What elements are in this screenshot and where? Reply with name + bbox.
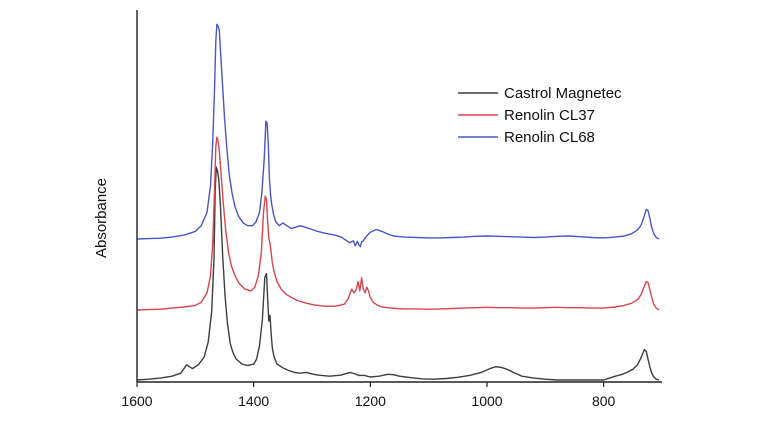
x-ticks: 1600 1400 1200 1000 800 (121, 382, 616, 409)
x-tick-label: 1400 (238, 393, 269, 409)
x-tick-label: 800 (592, 393, 616, 409)
x-tick-label: 1000 (471, 393, 502, 409)
legend-label-2: Renolin CL37 (504, 107, 595, 124)
series-layer (136, 23, 660, 381)
y-axis-label: Absorbance (93, 178, 110, 258)
legend-label-3: Renolin CL68 (504, 129, 595, 146)
x-tick-label: 1200 (355, 393, 386, 409)
x-tick-label: 1600 (121, 393, 152, 409)
series-line-1 (136, 166, 660, 381)
legend: Castrol Magnetec Renolin CL37 Renolin CL68 (458, 85, 622, 146)
series-line-2 (136, 136, 660, 311)
legend-label-1: Castrol Magnetec (504, 85, 622, 102)
series-line-3 (136, 23, 660, 248)
